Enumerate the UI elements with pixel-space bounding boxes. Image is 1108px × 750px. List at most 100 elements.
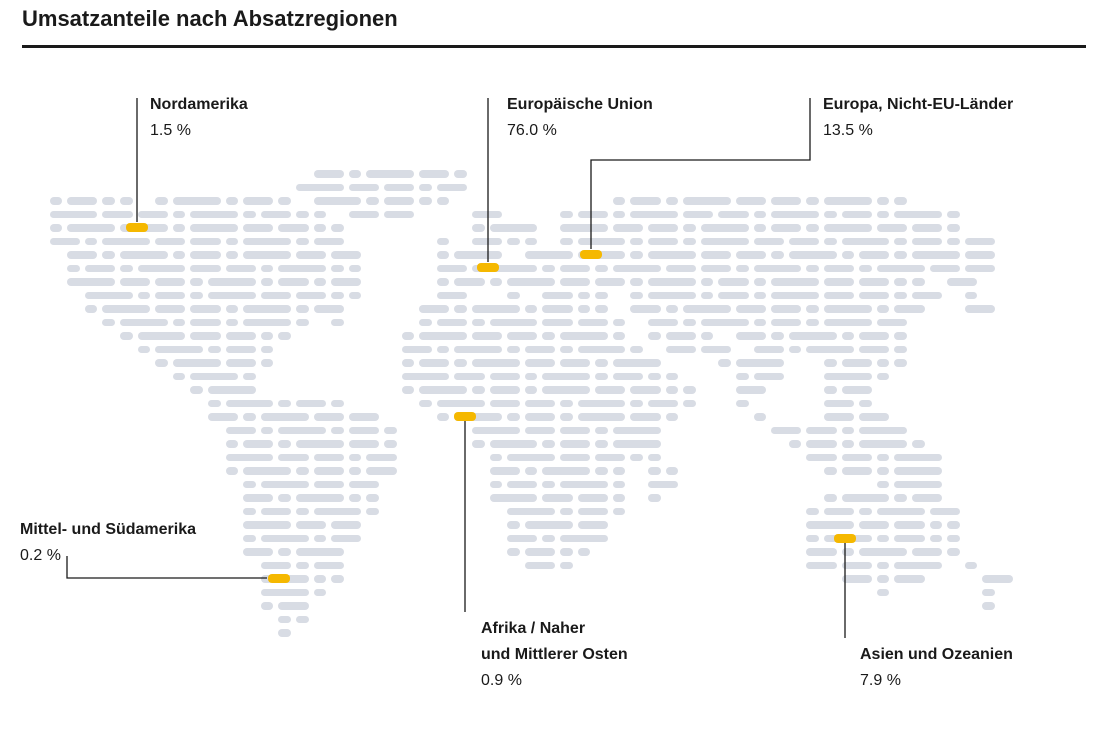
map-dash bbox=[859, 291, 890, 299]
map-dash bbox=[947, 237, 960, 245]
map-dash bbox=[313, 467, 344, 475]
region-value: 76.0 % bbox=[507, 122, 557, 139]
map-dash bbox=[841, 561, 872, 569]
map-dash bbox=[788, 237, 819, 245]
map-dash bbox=[648, 453, 661, 461]
region-name: Europa, Nicht-EU-Länder bbox=[823, 96, 1014, 113]
map-dash bbox=[665, 305, 679, 313]
map-dash bbox=[542, 305, 573, 313]
map-dash bbox=[824, 467, 837, 475]
map-dash bbox=[824, 264, 855, 272]
map-dash bbox=[648, 318, 679, 326]
map-dash bbox=[841, 548, 855, 556]
map-dash bbox=[524, 305, 538, 313]
map-dash bbox=[102, 251, 115, 259]
map-dash bbox=[489, 372, 520, 380]
map-dash bbox=[172, 251, 186, 259]
map-dash bbox=[243, 480, 256, 488]
map-dash bbox=[366, 453, 397, 461]
map-dash bbox=[489, 494, 538, 502]
map-dash bbox=[137, 264, 186, 272]
map-dash bbox=[331, 521, 362, 529]
map-dash bbox=[894, 561, 943, 569]
map-dash bbox=[507, 521, 520, 529]
map-dash bbox=[278, 426, 327, 434]
map-dash bbox=[612, 467, 626, 475]
map-dash bbox=[225, 237, 239, 245]
map-dash bbox=[736, 386, 767, 394]
map-dash bbox=[296, 237, 309, 245]
map-dash bbox=[894, 534, 925, 542]
region-name: Europäische Union bbox=[507, 96, 653, 113]
map-dash bbox=[859, 413, 890, 421]
map-dash bbox=[841, 575, 872, 583]
map-dash bbox=[225, 264, 256, 272]
map-dash bbox=[560, 359, 591, 367]
map-dash bbox=[876, 264, 925, 272]
map-dash bbox=[489, 440, 538, 448]
map-dash bbox=[560, 561, 573, 569]
map-dash bbox=[278, 629, 291, 637]
map-dash bbox=[225, 305, 239, 313]
map-dash bbox=[155, 197, 168, 205]
map-dash bbox=[894, 467, 943, 475]
map-dash bbox=[736, 264, 749, 272]
map-dash bbox=[331, 291, 344, 299]
map-dash bbox=[912, 548, 943, 556]
map-dash bbox=[560, 440, 591, 448]
map-dash bbox=[824, 197, 872, 205]
map-dash bbox=[542, 494, 573, 502]
map-dash bbox=[436, 413, 450, 421]
map-dash bbox=[612, 264, 661, 272]
map-dash bbox=[595, 453, 626, 461]
map-dash bbox=[859, 264, 872, 272]
map-dash bbox=[313, 210, 327, 218]
map-dash bbox=[665, 345, 696, 353]
map-dash bbox=[507, 534, 538, 542]
map-dash bbox=[454, 345, 503, 353]
map-dash bbox=[630, 197, 661, 205]
map-dash bbox=[507, 453, 555, 461]
map-dash bbox=[225, 332, 256, 340]
map-dash bbox=[49, 237, 80, 245]
map-dash bbox=[859, 426, 907, 434]
map-dash bbox=[560, 413, 573, 421]
map-dash bbox=[912, 237, 943, 245]
region-value: 0.9 % bbox=[481, 672, 522, 689]
map-dash bbox=[841, 359, 872, 367]
map-dash bbox=[243, 251, 291, 259]
map-dash bbox=[824, 386, 837, 394]
map-dash bbox=[806, 561, 837, 569]
map-dash bbox=[331, 534, 362, 542]
map-dash bbox=[876, 453, 890, 461]
map-dash bbox=[296, 440, 344, 448]
map-dash bbox=[120, 251, 168, 259]
map-dash bbox=[137, 224, 168, 232]
map-dash bbox=[859, 345, 890, 353]
map-dash bbox=[243, 534, 256, 542]
map-dash bbox=[296, 183, 344, 191]
map-dash bbox=[155, 278, 186, 286]
map-dash bbox=[753, 224, 767, 232]
map-dash bbox=[49, 210, 98, 218]
map-dash bbox=[894, 332, 907, 340]
map-dash bbox=[665, 264, 696, 272]
map-dash bbox=[894, 494, 907, 502]
map-dash bbox=[454, 170, 467, 178]
map-dash bbox=[243, 440, 274, 448]
map-dash bbox=[859, 278, 890, 286]
map-dash bbox=[260, 561, 291, 569]
map-dash bbox=[665, 372, 679, 380]
map-dash bbox=[331, 318, 344, 326]
map-dash bbox=[278, 332, 291, 340]
map-dash bbox=[436, 183, 467, 191]
map-dash bbox=[577, 548, 591, 556]
map-dash bbox=[524, 345, 555, 353]
map-dash bbox=[243, 197, 274, 205]
map-dash bbox=[524, 386, 538, 394]
map-dash bbox=[489, 386, 520, 394]
map-dash bbox=[190, 291, 203, 299]
map-dash bbox=[507, 480, 538, 488]
map-dash bbox=[84, 291, 133, 299]
